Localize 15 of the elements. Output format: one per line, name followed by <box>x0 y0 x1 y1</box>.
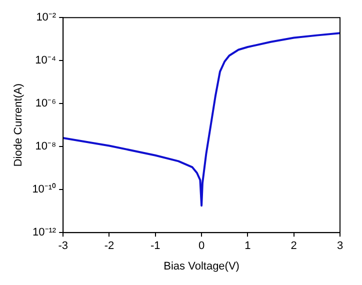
x-tick-label: 3 <box>336 240 344 252</box>
y-tick-label: 10⁻¹² <box>32 226 56 239</box>
x-tick-label: 2 <box>290 240 297 252</box>
y-tick-label: 10⁻² <box>36 12 56 24</box>
x-axis-title: Bias Voltage(V) <box>164 260 240 272</box>
y-tick-label: 10⁻⁸ <box>35 140 56 153</box>
x-tick-label: 0 <box>198 240 205 252</box>
y-tick-label: 10⁻¹⁰ <box>32 182 56 196</box>
y-tick-label: 10⁻⁴ <box>35 54 56 67</box>
x-tick-label: 1 <box>244 240 251 252</box>
y-tick-label: 10⁻⁶ <box>35 98 56 110</box>
x-tick-label: -3 <box>58 240 68 252</box>
y-axis-title: Diode Current(A) <box>12 84 25 167</box>
x-tick-label: -2 <box>104 240 114 252</box>
x-tick-label: -1 <box>150 240 160 252</box>
